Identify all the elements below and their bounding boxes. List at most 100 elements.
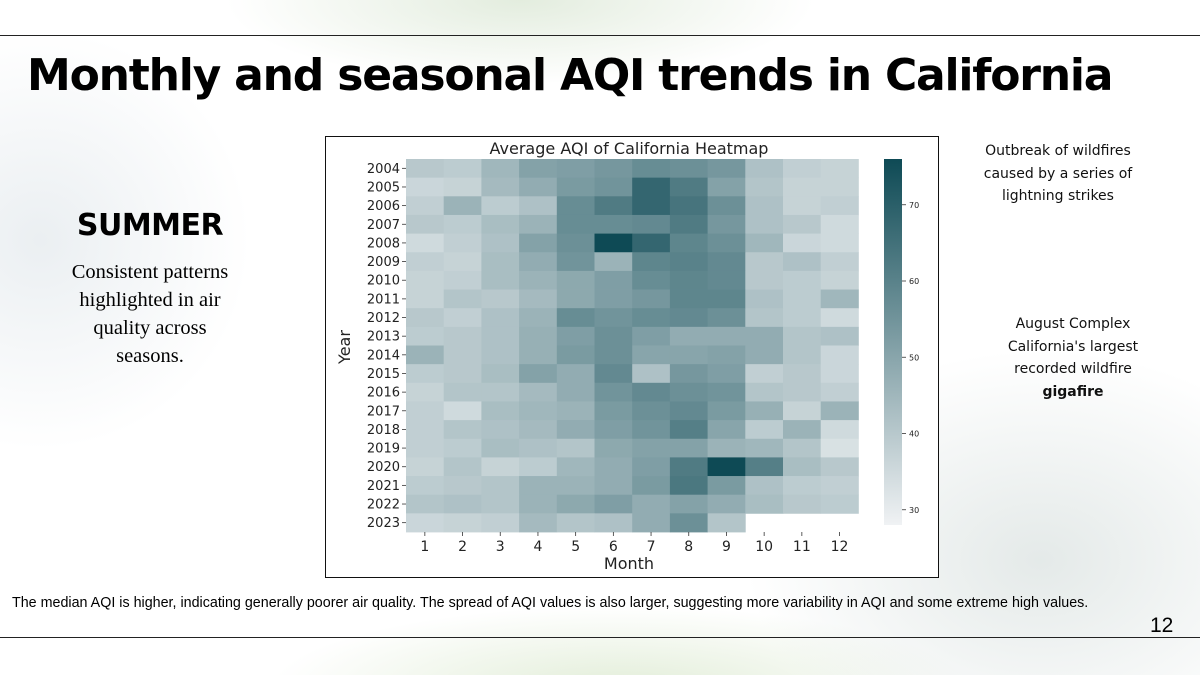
y-tick-label: 2015 xyxy=(367,367,400,382)
heatmap-cell xyxy=(406,364,445,384)
heatmap-cell xyxy=(669,252,708,272)
heatmap-cell xyxy=(745,401,784,421)
heatmap-cell xyxy=(820,420,859,440)
heatmap-cell xyxy=(443,270,482,290)
heatmap-cell xyxy=(556,177,595,197)
heatmap-cell xyxy=(594,476,633,496)
heatmap-cell xyxy=(820,457,859,477)
x-tick-label: 8 xyxy=(684,539,693,555)
heatmap-cell xyxy=(443,476,482,496)
heatmap-cell xyxy=(556,326,595,346)
heatmap-cell xyxy=(519,494,558,514)
heatmap-cell xyxy=(406,252,445,272)
heatmap-cell xyxy=(406,345,445,365)
heatmap-cell xyxy=(594,252,633,272)
heatmap-cell xyxy=(783,159,822,179)
y-tick-label: 2022 xyxy=(367,498,400,513)
heatmap-cell xyxy=(707,177,746,197)
heatmap-cell xyxy=(519,214,558,234)
heatmap-cell xyxy=(745,289,784,309)
heatmap-cell xyxy=(406,233,445,253)
heatmap-cell xyxy=(783,476,822,496)
heatmap-cell xyxy=(556,457,595,477)
heatmap-cell xyxy=(745,270,784,290)
heatmap-cell xyxy=(443,420,482,440)
heatmap-cell xyxy=(519,289,558,309)
heatmap-cell xyxy=(707,438,746,458)
heatmap-cell xyxy=(745,364,784,384)
heatmap-cell xyxy=(406,382,445,402)
heatmap-cell xyxy=(519,476,558,496)
heatmap-cell xyxy=(406,476,445,496)
heatmap-cell xyxy=(745,159,784,179)
heatmap-cell xyxy=(707,196,746,216)
heatmap-cell xyxy=(707,457,746,477)
heatmap-cell xyxy=(406,513,445,533)
heatmap-cell xyxy=(594,345,633,365)
page-number: 12 xyxy=(1150,614,1174,637)
heatmap-cell xyxy=(669,196,708,216)
heatmap-cell xyxy=(481,457,520,477)
heatmap-cell xyxy=(820,289,859,309)
heatmap-cell xyxy=(783,326,822,346)
heatmap-cell xyxy=(707,270,746,290)
heatmap-cell xyxy=(783,457,822,477)
heatmap-cell xyxy=(406,326,445,346)
august-complex-note: August Complex California's largest reco… xyxy=(986,313,1160,403)
colorbar-ticks: 30 40 50 60 70 xyxy=(902,201,919,515)
heatmap-cell xyxy=(745,196,784,216)
heatmap-cell xyxy=(519,326,558,346)
heatmap-cell xyxy=(707,214,746,234)
heatmap-cell xyxy=(783,401,822,421)
heatmap-cell xyxy=(406,159,445,179)
heatmap-cell xyxy=(632,252,671,272)
heatmap-cell xyxy=(707,252,746,272)
heatmap-cell xyxy=(632,159,671,179)
heatmap-cell xyxy=(783,364,822,384)
heatmap-cell xyxy=(669,382,708,402)
x-axis-label: Month xyxy=(604,554,654,573)
heatmap-cell xyxy=(745,308,784,328)
heatmap-cell xyxy=(594,270,633,290)
y-tick-label: 2021 xyxy=(367,479,400,494)
heatmap-cell xyxy=(745,438,784,458)
heatmap-cell xyxy=(481,214,520,234)
heatmap-cell xyxy=(745,233,784,253)
heatmap-cell xyxy=(519,420,558,440)
heatmap-cell xyxy=(820,214,859,234)
heatmap-cell xyxy=(594,457,633,477)
heatmap-cell xyxy=(820,326,859,346)
heatmap-cell xyxy=(632,308,671,328)
heatmap-cell xyxy=(594,382,633,402)
heatmap-cell xyxy=(783,289,822,309)
heatmap-cell xyxy=(443,177,482,197)
heatmap-cell xyxy=(519,382,558,402)
heatmap-cell xyxy=(745,345,784,365)
heatmap-cell xyxy=(443,494,482,514)
heatmap-cell xyxy=(669,494,708,514)
x-tick-label: 2 xyxy=(458,539,467,555)
heatmap-cell xyxy=(669,438,708,458)
heatmap-cell xyxy=(443,289,482,309)
heatmap-cell xyxy=(481,345,520,365)
heatmap-cell xyxy=(519,159,558,179)
heatmap-cell xyxy=(632,476,671,496)
heatmap-cell xyxy=(594,289,633,309)
slide-title: Monthly and seasonal AQI trends in Calif… xyxy=(27,50,1113,101)
heatmap-cell xyxy=(632,345,671,365)
heatmap-cell xyxy=(707,476,746,496)
heatmap-cell xyxy=(669,214,708,234)
heatmap-cell xyxy=(519,177,558,197)
heatmap-cell xyxy=(594,159,633,179)
heatmap-cell xyxy=(669,513,708,533)
heatmap-cell xyxy=(707,494,746,514)
heatmap-cell xyxy=(669,476,708,496)
heatmap-cell xyxy=(783,438,822,458)
heatmap-cell xyxy=(406,214,445,234)
heatmap-cell xyxy=(556,308,595,328)
heatmap-cell xyxy=(443,252,482,272)
heatmap-cell xyxy=(519,401,558,421)
y-tick-label: 2007 xyxy=(367,218,400,233)
x-tick-label: 4 xyxy=(533,539,542,555)
colorbar xyxy=(884,159,902,525)
